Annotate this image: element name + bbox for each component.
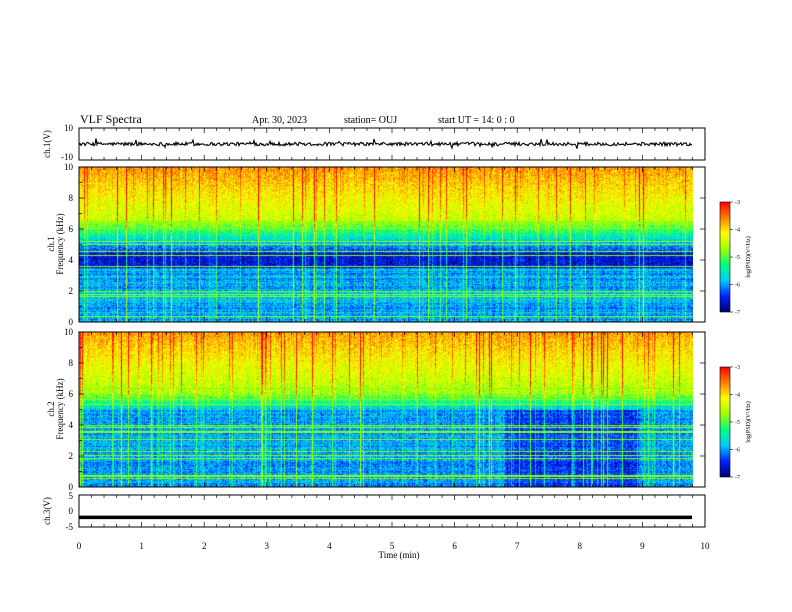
colorbar-tick-label: -3	[735, 365, 740, 371]
ch2-colorbar: -3 -4 -5 -6 -7 log(PSD)(V²/Hz)	[719, 365, 752, 481]
frequency-tick-label: 0	[69, 482, 74, 492]
ch1-waveform-ylabel: ch.1(V)	[42, 130, 52, 158]
colorbar-tick-label: -6	[735, 283, 740, 289]
time-axis-ticklabels: 0 1 2 3 4 5 6 7 8 9 10	[77, 541, 710, 551]
ch1-colorbar-ticks: -3 -4 -5 -6 -7	[730, 200, 740, 316]
time-tick-label: 1	[139, 541, 144, 551]
ch2-spectrogram-xticks	[78, 332, 706, 487]
ch2-spectrogram-yticks: 0 2 4 6 8 10	[64, 327, 705, 492]
frequency-tick-label: 6	[69, 224, 74, 234]
time-tick-label: 9	[640, 541, 645, 551]
time-tick-label: 10	[701, 541, 711, 551]
date-label: Apr. 30, 2023	[252, 115, 307, 126]
ch3-waveform-ylabel: ch.3(V)	[42, 497, 52, 525]
ch1-spectrogram-xticks	[78, 167, 706, 322]
ch1-waveform-trace	[78, 138, 693, 150]
ch1-spectrogram-panel: 0 2 4 6 8 10 ch.1 Frequency (kHz) -3 -4 -5 -6 -7 …	[46, 162, 752, 327]
time-tick-label: 7	[515, 541, 520, 551]
colorbar-tick-label: -5	[735, 255, 740, 261]
ch1-spectrogram-yticks: 0 2 4 6 8 10	[64, 162, 705, 327]
colorbar-tick-label: -7	[735, 475, 740, 481]
time-tick-label: 8	[578, 541, 583, 551]
ch1-waveform-xticks	[78, 128, 706, 160]
frequency-tick-label: 8	[69, 358, 74, 368]
frequency-tick-label: 6	[69, 389, 74, 399]
ch1-colorbar-gradient	[720, 202, 730, 312]
time-tick-label: 6	[452, 541, 457, 551]
ch3-waveform-xticks	[78, 495, 706, 527]
ch3-ytick-bottom: -5	[66, 522, 74, 532]
colorbar-tick-label: -4	[735, 393, 740, 399]
colorbar-tick-label: -7	[735, 310, 740, 316]
frequency-tick-label: 2	[69, 451, 74, 461]
colorbar-tick-label: -4	[735, 228, 740, 234]
figure-title: VLF Spectra	[80, 112, 142, 126]
ch3-waveform-panel: 5 0 -5 ch.3(V)	[42, 491, 706, 532]
ch3-ytick-middle: 0	[69, 506, 74, 516]
time-tick-label: 0	[77, 541, 82, 551]
ch1-waveform-line	[78, 138, 693, 150]
ch1-waveform-panel: 10 -10 ch.1(V)	[42, 123, 706, 162]
ch1-ytick-bottom: -10	[61, 152, 73, 162]
frequency-tick-label: 4	[69, 255, 74, 265]
ch3-ytick-top: 5	[69, 491, 74, 501]
ch2-spectrogram-ylabel-frequency: Frequency (kHz)	[55, 378, 65, 439]
time-tick-label: 4	[327, 541, 332, 551]
time-tick-label: 5	[390, 541, 395, 551]
time-axis-label: Time (min)	[379, 550, 420, 560]
colorbar-tick-label: -3	[735, 200, 740, 206]
ch1-colorbar: -3 -4 -5 -6 -7 log(PSD)(V²/Hz)	[719, 200, 752, 316]
ch2-colorbar-ticks: -3 -4 -5 -6 -7	[730, 365, 740, 481]
ch2-spectrogram-ylabel-channel: ch.2	[46, 401, 56, 416]
colorbar-tick-label: -6	[735, 448, 740, 454]
ch2-colorbar-label: log(PSD)(V²/Hz)	[745, 401, 752, 442]
ch1-spectrogram-image	[79, 167, 693, 322]
ch2-spectrogram-image	[79, 332, 693, 487]
station-label: station= OUJ	[344, 115, 397, 126]
time-tick-label: 3	[265, 541, 270, 551]
frequency-tick-label: 10	[64, 327, 74, 337]
colorbar-tick-label: -5	[735, 420, 740, 426]
ch1-spectrogram-ylabel-frequency: Frequency (kHz)	[55, 213, 65, 274]
ch1-spectrogram-ylabel-channel: ch.1	[46, 236, 56, 251]
time-tick-label: 2	[202, 541, 207, 551]
start-time-label: start UT = 14: 0 : 0	[438, 115, 515, 126]
frequency-tick-label: 8	[69, 193, 74, 203]
frequency-tick-label: 4	[69, 420, 74, 430]
ch2-spectrogram-panel: 0 2 4 6 8 10 ch.2 Frequency (kHz) -3 -4 -5 -6 -7 …	[46, 327, 752, 492]
ch1-ytick-top: 10	[64, 123, 74, 133]
frequency-tick-label: 10	[64, 162, 74, 172]
frequency-tick-label: 0	[69, 317, 74, 327]
ch2-colorbar-gradient	[720, 367, 730, 477]
ch1-colorbar-label: log(PSD)(V²/Hz)	[745, 236, 752, 277]
frequency-tick-label: 2	[69, 286, 74, 296]
